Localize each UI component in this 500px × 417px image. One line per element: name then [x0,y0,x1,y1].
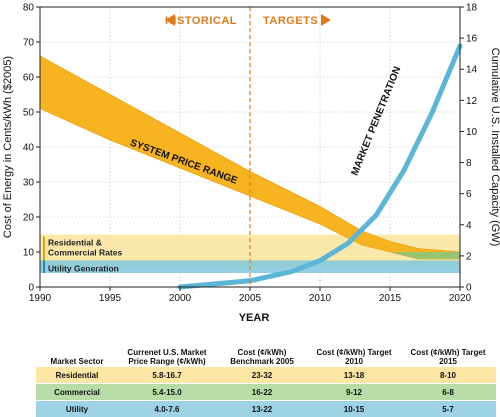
sector-cell: Residential [36,367,118,384]
y-left-tick-label: 50 [23,108,35,119]
benchmark-cell: 23-32 [216,367,308,384]
utility-generation-label: Utility Generation [48,264,119,274]
target-2015-cell: 6-8 [400,384,496,401]
x-tick-label: 1995 [99,293,122,304]
cost-table: Market Sector Currenet U.S. Market Price… [36,336,496,417]
x-tick-label: 2000 [169,293,192,304]
y-right-tick-label: 8 [466,158,472,169]
table-header-row: Market Sector Currenet U.S. Market Price… [36,336,496,367]
table-row: Residential 5.8-16.7 23-32 13-18 8-10 [36,367,496,384]
y-right-tick-label: 16 [466,34,478,45]
y-right-tick-label: 4 [466,220,472,231]
y-right-tick-label: 6 [466,189,472,200]
x-tick-label: 2010 [309,293,332,304]
y-left-axis-title: Cost of Energy in Cents/kWh ($2005) [2,56,14,238]
header-target-2010: Cost (¢/kWh) Target 2010 [308,336,400,367]
table-row: Commercial 5.4-15.0 16-22 9-12 6-8 [36,384,496,401]
y-right-tick-label: 2 [466,251,472,262]
y-left-tick-label: 70 [23,38,35,49]
y-left-tick-label: 60 [23,73,35,84]
x-tick-label: 1990 [29,293,52,304]
y-right-axis-title: Cumulative U.S. Installed Capacity (GW) [489,48,500,247]
y-left-tick-label: 10 [23,248,35,259]
y-right-tick-label: 14 [466,65,478,76]
target-2010-cell: 9-12 [308,384,400,401]
header-range: Currenet U.S. Market Price Range (¢/kWh) [118,336,216,367]
target-2015-cell: 8-10 [400,367,496,384]
sector-cell: Utility [36,401,118,417]
target-2010-cell: 10-15 [308,401,400,417]
range-cell: 4.0-7.6 [118,401,216,417]
header-benchmark-2005: Cost (¢/kWh) Benchmark 2005 [216,336,308,367]
y-right-tick-label: 0 [466,283,472,294]
market-penetration-label: MARKET PENETRATION [350,65,404,177]
target-2010-cell: 13-18 [308,367,400,384]
benchmark-cell: 13-22 [216,401,308,417]
benchmark-cell: 16-22 [216,384,308,401]
range-cell: 5.4-15.0 [118,384,216,401]
x-tick-label: 2015 [379,293,402,304]
target-2015-cell: 5-7 [400,401,496,417]
y-left-tick-label: 40 [23,143,35,154]
residential-rates-label-line2: Commercial Rates [48,248,122,258]
y-right-tick-label: 12 [466,96,478,107]
y-right-tick-label: 18 [466,3,478,14]
y-left-tick-label: 30 [23,178,35,189]
historical-label: HISTORICAL [165,15,237,27]
y-right-tick-label: 10 [466,127,478,138]
x-tick-label: 2020 [449,293,472,304]
y-left-tick-label: 80 [23,3,35,14]
x-axis-title: YEAR [239,312,270,324]
table-row: Utility 4.0-7.6 13-22 10-15 5-7 [36,401,496,417]
y-left-tick-label: 20 [23,213,35,224]
range-cell: 5.8-16.7 [118,367,216,384]
y-left-tick-label: 0 [28,283,34,294]
header-sector: Market Sector [36,336,118,367]
header-target-2015: Cost (¢/kWh) Target 2015 [400,336,496,367]
targets-arrow [321,14,331,26]
residential-rates-label-line1: Residential & [48,238,102,248]
x-tick-label: 2005 [239,293,262,304]
sector-cell: Commercial [36,384,118,401]
targets-label: TARGETS [263,15,318,27]
